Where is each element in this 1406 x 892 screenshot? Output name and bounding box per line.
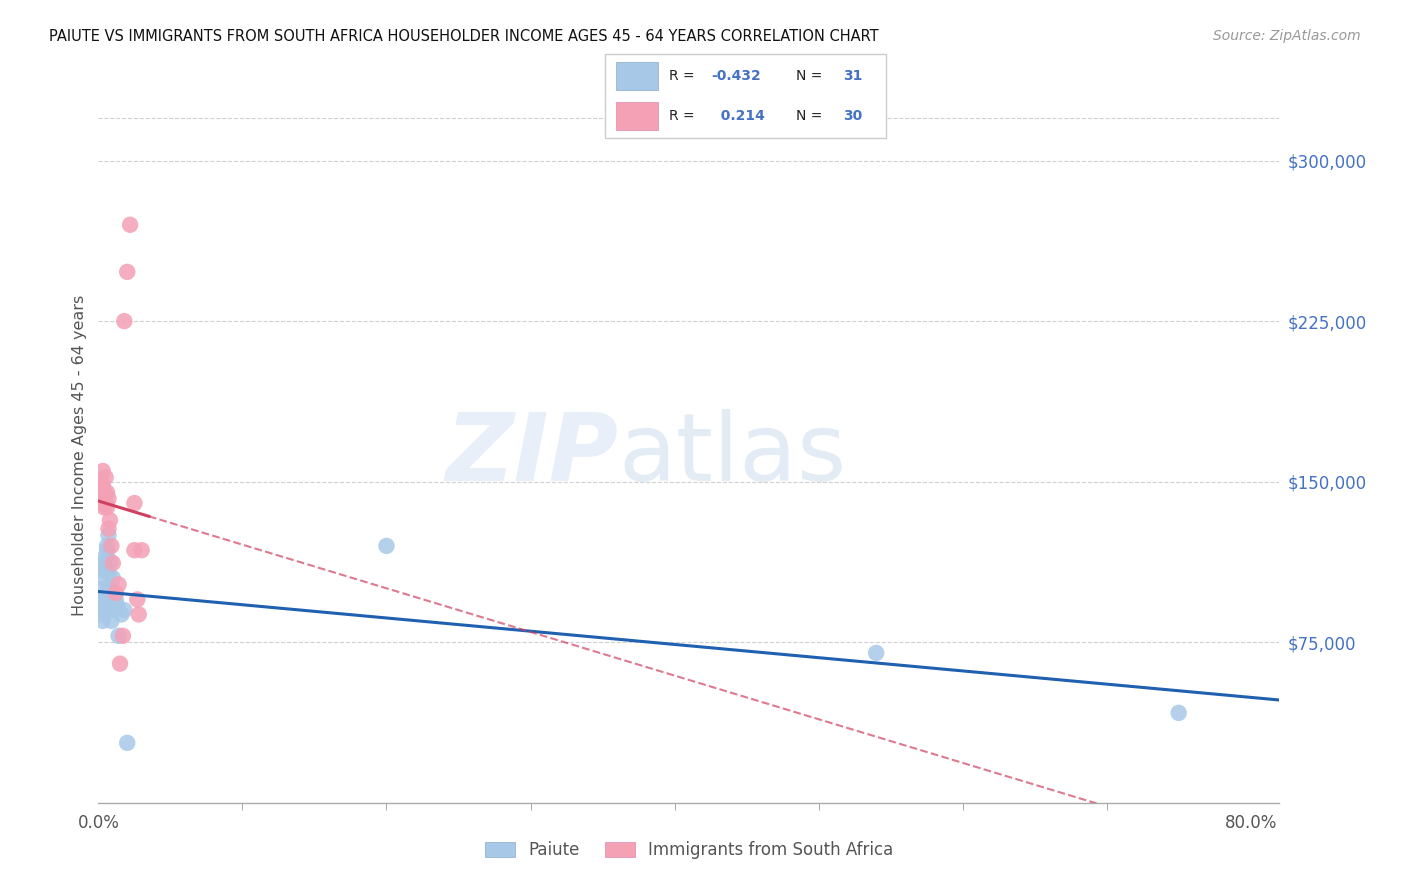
Text: N =: N =	[796, 69, 827, 83]
Point	[103, 599, 125, 613]
Text: R =: R =	[669, 109, 699, 123]
Point	[94, 496, 117, 510]
Text: 30: 30	[844, 109, 863, 123]
Point	[93, 560, 115, 574]
Point	[91, 464, 114, 478]
Point	[97, 582, 120, 596]
Point	[90, 607, 112, 622]
Legend: Paiute, Immigrants from South Africa: Paiute, Immigrants from South Africa	[477, 833, 901, 868]
Point	[93, 500, 115, 515]
Text: atlas: atlas	[619, 409, 846, 501]
Point	[93, 571, 115, 585]
Text: ZIP: ZIP	[446, 409, 619, 501]
Point	[124, 496, 146, 510]
Point	[110, 607, 132, 622]
Point	[105, 599, 128, 613]
Point	[91, 614, 114, 628]
Point	[97, 565, 120, 579]
Y-axis label: Householder Income Ages 45 - 64 years: Householder Income Ages 45 - 64 years	[72, 294, 87, 615]
Point	[89, 603, 111, 617]
Point	[89, 496, 111, 510]
Point	[375, 539, 398, 553]
Point	[124, 543, 146, 558]
Point	[100, 603, 122, 617]
Point	[97, 528, 120, 542]
Point	[131, 543, 153, 558]
FancyBboxPatch shape	[605, 54, 886, 138]
Point	[1167, 706, 1189, 720]
Point	[91, 582, 114, 596]
Point	[97, 491, 120, 506]
Text: N =: N =	[796, 109, 827, 123]
Point	[94, 549, 117, 564]
Point	[90, 475, 112, 489]
Point	[93, 556, 115, 570]
Point	[112, 603, 135, 617]
Point	[97, 522, 120, 536]
Point	[96, 500, 118, 515]
Point	[98, 599, 121, 613]
Point	[112, 314, 135, 328]
Point	[98, 554, 121, 568]
Point	[104, 586, 127, 600]
Point	[90, 496, 112, 510]
FancyBboxPatch shape	[616, 62, 658, 90]
Point	[98, 513, 121, 527]
Point	[115, 265, 138, 279]
Point	[107, 629, 129, 643]
Point	[96, 543, 118, 558]
Point	[91, 479, 114, 493]
Point	[128, 607, 150, 622]
Text: PAIUTE VS IMMIGRANTS FROM SOUTH AFRICA HOUSEHOLDER INCOME AGES 45 - 64 YEARS COR: PAIUTE VS IMMIGRANTS FROM SOUTH AFRICA H…	[49, 29, 879, 44]
Point	[94, 470, 117, 484]
Point	[100, 614, 122, 628]
Point	[90, 592, 112, 607]
Point	[111, 629, 134, 643]
Point	[865, 646, 887, 660]
Point	[91, 491, 114, 506]
Point	[94, 592, 117, 607]
Text: -0.432: -0.432	[711, 69, 761, 83]
Point	[115, 736, 138, 750]
Text: 0.214: 0.214	[711, 109, 765, 123]
Point	[100, 539, 122, 553]
Point	[96, 539, 118, 553]
Point	[93, 485, 115, 500]
Text: Source: ZipAtlas.com: Source: ZipAtlas.com	[1213, 29, 1361, 43]
Point	[108, 657, 131, 671]
Point	[127, 592, 149, 607]
Text: 31: 31	[844, 69, 863, 83]
Point	[104, 592, 127, 607]
Point	[101, 556, 124, 570]
Point	[96, 485, 118, 500]
Point	[89, 479, 111, 493]
Point	[120, 218, 142, 232]
Text: R =: R =	[669, 69, 699, 83]
Point	[94, 565, 117, 579]
FancyBboxPatch shape	[616, 102, 658, 130]
Point	[101, 571, 124, 585]
Point	[107, 577, 129, 591]
